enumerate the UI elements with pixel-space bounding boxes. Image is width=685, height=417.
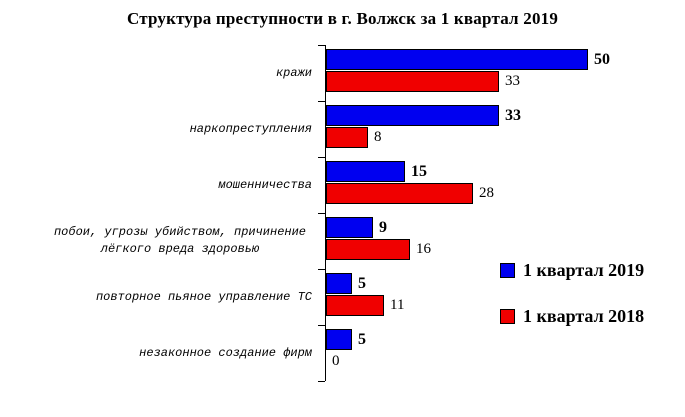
value-label-2019-2: 15	[411, 162, 427, 180]
bar-2019-0	[326, 49, 588, 70]
legend-item-2019: 1 квартал 2019	[500, 260, 644, 281]
axis-tick	[318, 213, 325, 214]
category-label-4: повторное пьяное управление ТС	[95, 289, 312, 304]
value-label-2019-3: 9	[379, 218, 387, 236]
value-label-2018-4: 11	[390, 297, 405, 313]
category-label-2: мошенничества	[218, 177, 312, 192]
value-label-2018-2: 28	[479, 185, 494, 201]
value-label-2018-3: 16	[416, 241, 431, 257]
value-label-2019-4: 5	[358, 274, 366, 292]
bar-2018-1	[326, 127, 368, 148]
axis-tick	[318, 101, 325, 102]
bar-2019-4	[326, 273, 352, 294]
legend: 1 квартал 2019 1 квартал 2018	[500, 260, 644, 327]
value-label-2019-1: 33	[505, 106, 521, 124]
value-label-2019-5: 5	[358, 330, 366, 348]
category-label-5: незаконное создание фирм	[139, 345, 312, 360]
chart-title: Структура преступности в г. Волжск за 1 …	[126, 9, 559, 28]
value-label-2018-5: 0	[332, 353, 340, 369]
bar-2018-2	[326, 183, 473, 204]
axis-tick	[318, 325, 325, 326]
bar-2019-5	[326, 329, 352, 350]
category-label-1: наркопреступления	[189, 121, 312, 136]
category-label-0: кражи	[275, 65, 312, 80]
bar-2018-4	[326, 295, 384, 316]
axis-tick	[318, 45, 325, 46]
axis-tick	[318, 381, 325, 382]
value-label-2018-1: 8	[374, 129, 382, 145]
value-label-2018-0: 33	[505, 73, 520, 89]
bar-2018-3	[326, 239, 410, 260]
axis-tick	[318, 157, 325, 158]
category-label-3: побои, угрозы убийством, причинение лёгк…	[53, 225, 307, 256]
axis-tick	[318, 269, 325, 270]
bar-2019-1	[326, 105, 499, 126]
legend-item-2018: 1 квартал 2018	[500, 306, 644, 327]
legend-swatch-2018-icon	[500, 309, 515, 324]
bar-2018-0	[326, 71, 499, 92]
value-label-2019-0: 50	[594, 50, 610, 68]
legend-label-2019: 1 квартал 2019	[523, 260, 645, 280]
legend-label-2018: 1 квартал 2018	[523, 306, 645, 326]
category-axis	[325, 45, 326, 381]
legend-swatch-2019-icon	[500, 263, 515, 278]
bar-2019-2	[326, 161, 405, 182]
bar-2019-3	[326, 217, 373, 238]
